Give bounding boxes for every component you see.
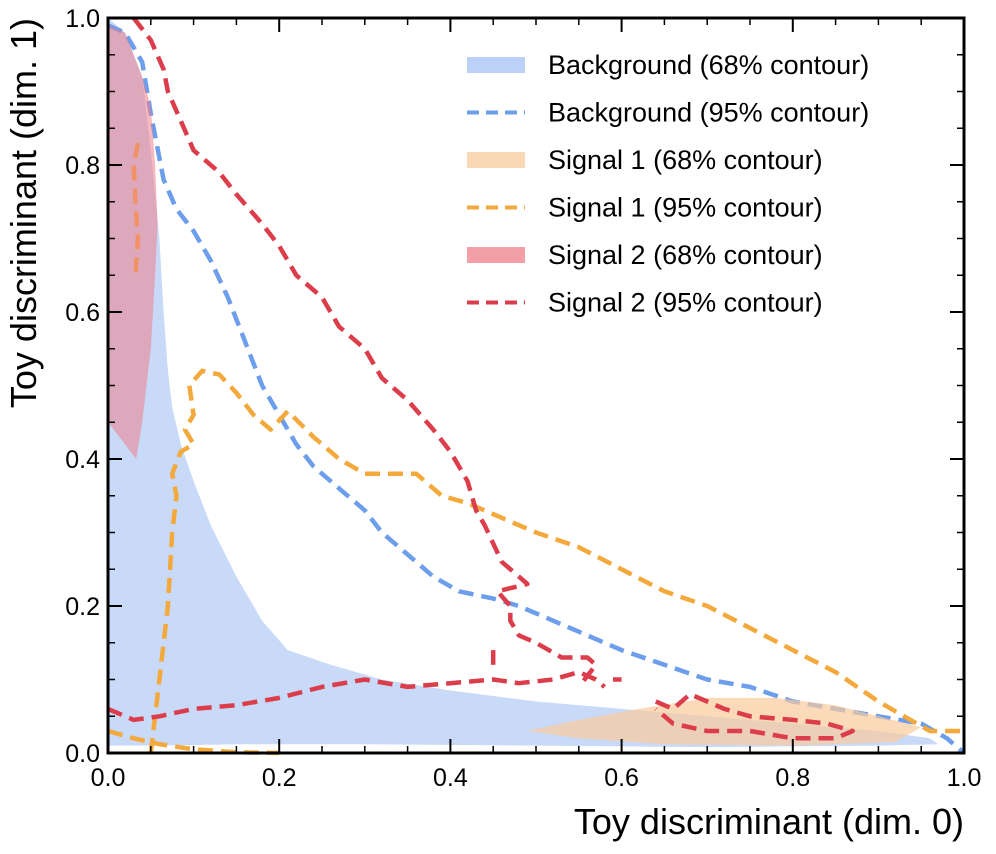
legend-swatch: [467, 57, 525, 73]
y-axis-label: Toy discriminant (dim. 1): [3, 18, 44, 408]
legend-swatch: [467, 152, 525, 168]
series-layer: [107, 16, 966, 756]
legend-item-signal-2-68-contour: Signal 2 (68% contour): [467, 240, 823, 270]
x-tick-label: 0.4: [433, 764, 468, 792]
signal-1-95-contour-line-1: [148, 368, 964, 754]
legend-label: Signal 2 (68% contour): [548, 240, 823, 270]
signal-2-68-contour-region-0: [108, 25, 158, 460]
ticks-layer: 0.0 0.2 0.4 0.6 0.8 1.0 0.0 0.2 0.4 0.6 0.8 1.0: [65, 5, 981, 792]
signal-1-95-contour-line-0: [107, 728, 280, 756]
x-tick-label: 0.0: [91, 764, 126, 792]
legend-item-background-95-contour: Background (95% contour): [467, 98, 869, 128]
x-tick-label: 1.0: [947, 764, 982, 792]
legend-item-signal-1-68-contour: Signal 1 (68% contour): [467, 145, 823, 175]
signal-1-68-contour-region-0: [527, 697, 922, 746]
y-tick-label: 0.6: [65, 299, 100, 327]
legend-swatch: [467, 247, 525, 263]
legend-label: Background (95% contour): [548, 98, 869, 128]
x-tick-label: 0.6: [604, 764, 639, 792]
y-tick-label: 0.0: [65, 740, 100, 768]
legend-item-signal-2-95-contour: Signal 2 (95% contour): [467, 288, 823, 318]
y-tick-label: 0.4: [65, 446, 100, 474]
legend-label: Signal 2 (95% contour): [548, 288, 823, 318]
signal-2-95-contour-line-0: [131, 16, 599, 689]
x-tick-label: 0.2: [262, 764, 297, 792]
x-tick-label: 0.8: [775, 764, 810, 792]
series-signal-2-68-contour: [108, 25, 158, 460]
legend-label: Background (68% contour): [548, 50, 869, 80]
series-signal-2-95-contour: [107, 16, 855, 741]
signal-2-95-contour-line-1: [107, 669, 606, 723]
y-tick-label: 0.8: [65, 152, 100, 180]
signal-2-95-contour-line-4: [654, 691, 855, 741]
y-tick-label: 1.0: [65, 5, 100, 33]
x-axis-label: Toy discriminant (dim. 0): [574, 801, 964, 842]
legend-item-background-68-contour: Background (68% contour): [467, 50, 869, 80]
background-68-contour-region-0: [108, 18, 939, 748]
series-signal-1-68-contour: [527, 697, 922, 746]
legend: Background (68% contour) Background (95% …: [467, 50, 869, 318]
series-background-68-contour: [108, 18, 939, 748]
legend-item-signal-1-95-contour: Signal 1 (95% contour): [467, 193, 823, 223]
legend-label: Signal 1 (95% contour): [548, 193, 823, 223]
y-tick-label: 0.2: [65, 593, 100, 621]
plot-frame: [106, 16, 966, 755]
series-background-95-contour: [107, 23, 966, 755]
background-95-contour-line-0: [107, 23, 966, 755]
legend-label: Signal 1 (68% contour): [548, 145, 823, 175]
